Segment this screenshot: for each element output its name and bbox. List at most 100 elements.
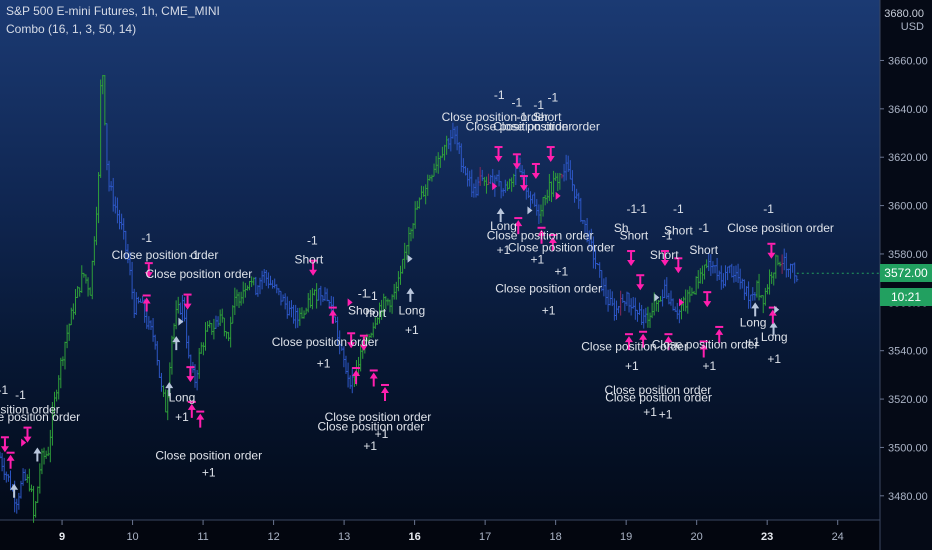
trade-label: Long: [169, 390, 196, 404]
exit-arrow: [624, 336, 633, 351]
trade-label: -1: [307, 233, 318, 247]
short-entry-arrow-bar: [347, 332, 356, 335]
trade-label: Close position order: [155, 449, 262, 463]
exit-arrow-bar: [514, 217, 523, 220]
trade-label: Close position order: [508, 241, 615, 255]
time-tick-label: 18: [550, 531, 562, 543]
strategy-title: Combo (16, 1, 3, 50, 14): [6, 22, 137, 36]
short-entry-arrow-bar: [144, 262, 153, 265]
time-axis-panel: [0, 520, 880, 550]
fill-marker: [347, 298, 353, 307]
exit-arrow-bar: [537, 226, 546, 229]
trade-label: +1: [405, 323, 419, 337]
time-tick-label: 13: [338, 531, 350, 543]
short-entry-arrow: [347, 334, 356, 349]
short-entry-arrow: [183, 295, 192, 310]
exit-arrow-bar: [664, 333, 673, 336]
trade-label: -1: [494, 88, 505, 102]
trade-label: -1: [626, 202, 637, 216]
price-tick-label: 3580.00: [888, 249, 928, 261]
exit-arrow: [381, 386, 389, 401]
trade-label: -1: [662, 228, 673, 242]
exit-arrow-bar: [715, 325, 724, 328]
trade-label: -1: [358, 286, 369, 300]
exit-arrow: [328, 309, 337, 324]
short-entry-arrow-bar: [183, 293, 192, 296]
short-entry-arrow-bar: [309, 259, 318, 262]
trade-label: Short: [620, 228, 649, 242]
trade-label: -1: [189, 248, 200, 262]
short-entry-arrow-bar: [23, 426, 32, 429]
short-entry-arrow: [359, 336, 368, 351]
exit-arrow: [142, 297, 151, 312]
exit-arrow-bar: [768, 306, 777, 309]
trade-label: Close position order: [727, 221, 834, 235]
short-entry-arrow-bar: [660, 250, 669, 253]
trade-label: +1: [363, 439, 377, 453]
long-entry-arrow: [496, 208, 505, 222]
trade-label: hort: [365, 306, 386, 320]
short-entry-arrow: [546, 148, 555, 163]
fill-marker: [654, 293, 660, 302]
exit-arrow-bar: [624, 333, 633, 336]
trade-label: Close position order: [581, 340, 688, 354]
time-tick-label: 23: [761, 531, 773, 543]
price-tick-label: 3480.00: [888, 491, 928, 503]
short-entry-arrow: [0, 438, 9, 453]
currency-code: USD: [900, 21, 924, 33]
exit-arrow: [639, 333, 648, 348]
exit-arrow: [352, 370, 361, 385]
short-entry-arrow: [531, 164, 540, 179]
trade-label: Close position order: [652, 337, 759, 351]
trade-label: Short: [664, 224, 693, 238]
trade-label: +1: [746, 335, 760, 349]
trade-label: -1: [141, 231, 152, 245]
trade-label: Short: [533, 110, 562, 124]
short-entry-arrow-bar: [674, 257, 683, 260]
exit-arrow-bar: [639, 330, 648, 333]
short-entry-arrow: [660, 252, 669, 267]
trade-label: +1: [175, 410, 189, 424]
exit-arrow: [514, 220, 523, 235]
trade-label: Close position order: [0, 410, 80, 424]
short-entry-arrow: [144, 264, 153, 279]
fill-marker: [774, 305, 780, 314]
fill-marker: [407, 254, 413, 263]
trade-label: -1: [533, 98, 544, 112]
short-entry-arrow-bar: [703, 291, 712, 294]
price-tick-label: 3660.00: [888, 55, 928, 67]
short-entry-arrow: [512, 155, 521, 170]
trade-label: -1: [367, 289, 378, 303]
time-tick-label: 20: [691, 531, 703, 543]
trade-label: -1: [763, 202, 774, 216]
exit-arrow-bar: [699, 340, 708, 343]
trade-label: Close position order: [325, 410, 432, 424]
fill-marker: [679, 298, 685, 307]
exit-arrow-bar: [381, 383, 389, 386]
countdown-tag: 10:21: [880, 288, 932, 307]
trade-label: -1: [636, 202, 647, 216]
trade-label: Short: [650, 248, 679, 262]
trade-label: -1: [15, 388, 26, 402]
long-entry-arrow: [10, 483, 19, 498]
short-entry-arrow: [674, 259, 683, 274]
trade-label: +1: [497, 243, 511, 257]
short-entry-arrow: [186, 368, 195, 383]
price-tick-label: 3600.00: [888, 201, 928, 213]
trade-label: +1: [767, 352, 781, 366]
trade-label: Close position order: [318, 420, 425, 434]
long-entry-arrow: [165, 382, 174, 397]
long-entry-arrow: [406, 287, 415, 302]
fill-marker: [527, 206, 533, 215]
trade-label: +1: [554, 265, 568, 279]
short-entry-arrow-bar: [494, 146, 503, 149]
long-entry-arrow: [33, 447, 42, 462]
exit-arrow-bar: [187, 400, 196, 403]
short-entry-arrow-bar: [512, 153, 521, 156]
trade-label: close position order: [0, 403, 60, 417]
long-entry-arrow: [172, 336, 181, 351]
trade-label: Long: [490, 219, 517, 233]
trade-label: Long: [761, 330, 788, 344]
